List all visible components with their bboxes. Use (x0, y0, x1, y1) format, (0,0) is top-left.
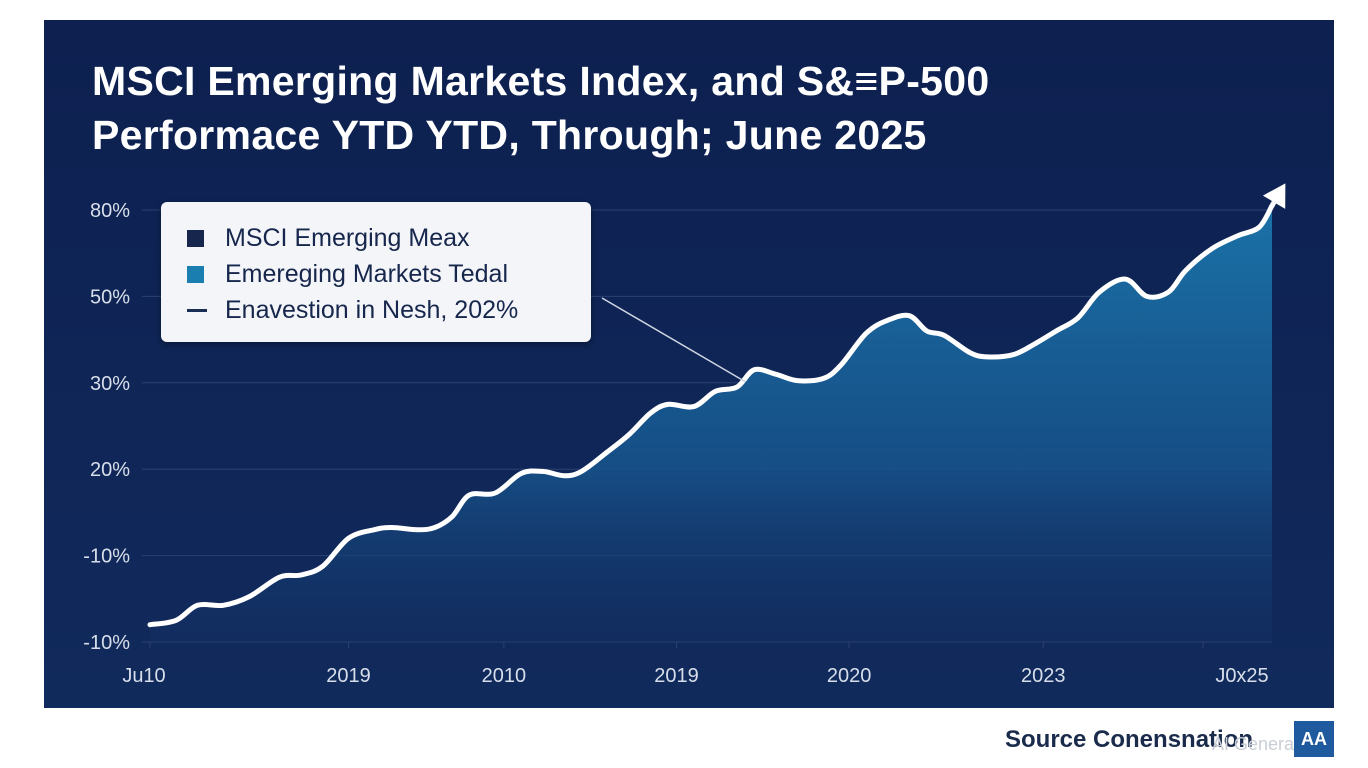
watermark-text: AI Generated (1212, 734, 1320, 754)
x-tick-label: J0x25 (1215, 665, 1268, 687)
data-point (372, 527, 377, 532)
data-point (1054, 328, 1059, 334)
data-point (648, 410, 653, 416)
x-tick-label: Ju10 (122, 665, 165, 687)
data-point (773, 371, 778, 377)
data-point (795, 378, 800, 383)
legend-label: MSCI Emerging Meax (225, 223, 470, 252)
chart-title-line-2: Performace YTD YTD, Through; June 2025 (92, 112, 927, 158)
data-point (751, 367, 757, 373)
data-point (885, 317, 891, 323)
data-point (147, 622, 153, 627)
data-point (665, 402, 671, 407)
x-tick-label: 2010 (482, 665, 527, 687)
legend-item: Enavestion in Nesh, 202% (187, 292, 591, 328)
data-point (691, 404, 696, 409)
data-point (967, 350, 973, 355)
data-point (605, 449, 610, 455)
legend-swatch-square-icon (187, 229, 204, 247)
y-axis-ticks: 80% 50% 30% 20% -10% -10% (83, 200, 130, 654)
data-point (467, 492, 472, 498)
data-point (821, 376, 826, 381)
data-point (493, 490, 498, 496)
data-point (562, 473, 567, 478)
data-points (147, 203, 1275, 627)
series-line (147, 203, 1275, 628)
data-point (941, 333, 947, 338)
x-tick-label: 2019 (326, 665, 371, 687)
annotation-pointer (601, 297, 746, 383)
y-tick-label: -10% (83, 632, 130, 654)
data-point (298, 572, 304, 578)
data-point (1235, 233, 1240, 239)
x-axis-ticks: Ju10 2019 2010 2019 2020 2023 J0x25 (122, 642, 1269, 687)
data-point (713, 389, 718, 394)
legend-item: Emereging Markets Tedal (187, 256, 591, 292)
chart-title: MSCI Emerging Markets Index, and S&≡P-50… (92, 54, 989, 162)
data-point (1183, 268, 1188, 273)
data-point (221, 603, 226, 608)
y-tick-label: -10% (83, 546, 130, 568)
data-point (864, 330, 869, 336)
series-area (150, 205, 1272, 642)
line-arrowhead-icon (1262, 183, 1286, 209)
chart-legend: MSCI Emerging Meax Emereging Markets Ted… (161, 202, 591, 342)
legend-item: MSCI Emerging Meax (187, 220, 591, 256)
chart-panel: 80% 50% 30% 20% -10% -10% Ju10 2019 2010 2019 202… (44, 20, 1334, 708)
data-point (838, 363, 843, 368)
data-point (1209, 246, 1214, 252)
legend-swatch-square-icon (187, 265, 204, 283)
data-point (1010, 352, 1016, 357)
data-point (1166, 289, 1171, 295)
data-point (173, 618, 179, 623)
data-point (984, 354, 990, 360)
source-caption: Source Conensnation (1005, 726, 1254, 753)
data-point (626, 432, 632, 437)
chart-title-line-1: MSCI Emerging Markets Index, and S&≡P-50… (92, 58, 990, 104)
source-logo-icon: AA (1294, 721, 1334, 757)
data-point (1032, 341, 1037, 347)
data-point (389, 525, 394, 530)
data-point (247, 594, 252, 599)
data-point (277, 575, 282, 580)
y-tick-label: 20% (90, 459, 130, 481)
data-point (1097, 289, 1102, 295)
legend-swatch-line-icon (187, 308, 207, 312)
data-point (579, 469, 584, 474)
chart-canvas: 80% 50% 30% 20% -10% -10% Ju10 2019 2010 2019 202… (83, 183, 1286, 687)
data-point (540, 469, 545, 474)
data-point (320, 564, 325, 569)
y-tick-label: 80% (90, 200, 130, 222)
data-point (734, 384, 740, 390)
y-tick-label: 30% (90, 373, 130, 395)
y-tick-label: 50% (90, 286, 130, 308)
data-point (449, 514, 455, 519)
data-point (518, 471, 524, 476)
data-point (1144, 294, 1150, 299)
data-point (195, 603, 200, 608)
data-point (1123, 276, 1128, 282)
data-point (432, 525, 438, 530)
data-point (1075, 315, 1081, 321)
x-tick-label: 2020 (827, 665, 872, 687)
data-point (346, 536, 351, 541)
data-point (1256, 225, 1262, 230)
data-point (924, 328, 929, 334)
legend-label: Enavestion in Nesh, 202% (225, 295, 519, 324)
x-tick-label: 2023 (1021, 665, 1066, 687)
arrow-shaft (1269, 200, 1277, 207)
x-tick-label: 2019 (654, 665, 699, 687)
data-point (907, 313, 912, 319)
data-point (415, 527, 420, 532)
legend-label: Emereging Markets Tedal (225, 259, 509, 288)
